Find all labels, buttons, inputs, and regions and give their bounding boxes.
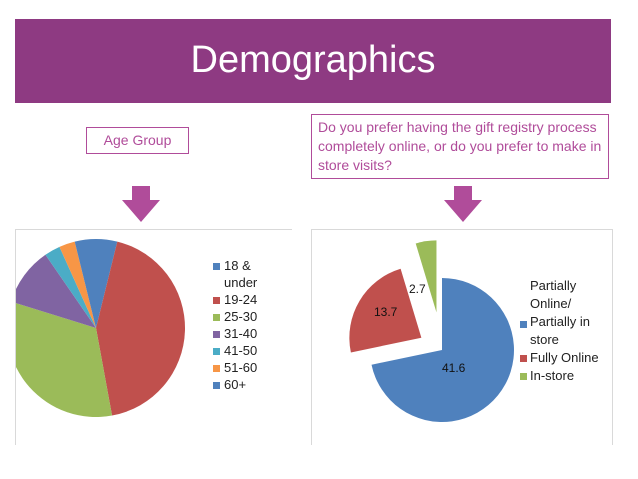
legend-label-partially-online-partially-in-store: store	[530, 332, 559, 347]
age-group-pie-chart: 18 & under 19-24 25-30 31-40 41-50 51-60 60+	[6, 239, 258, 417]
legend-label-19-24: 19-24	[224, 292, 257, 307]
page-title: Demographics	[190, 39, 436, 81]
pie-slice-19-24	[96, 241, 186, 416]
legend-label-partially-online-partially-in-store: Partially	[530, 278, 577, 293]
pie-slice-partially-online-partially-in-store	[371, 278, 514, 422]
pie-slice-in-store	[415, 240, 437, 313]
legend-label-25-30: 25-30	[224, 309, 257, 324]
legend-label-partially-online-partially-in-store: Partially in	[530, 314, 590, 329]
legend-label-51-60: 51-60	[224, 360, 257, 375]
age-group-chart-panel: 18 & under 19-24 25-30 31-40 41-50 51-60 60+	[6, 229, 292, 445]
legend-label-fully-online: Fully Online	[530, 350, 599, 365]
legend-label-in-store: In-store	[530, 368, 574, 383]
pie-slice-18-under	[96, 239, 118, 328]
legend-swatch-partially-online-partially-in-store	[520, 321, 527, 328]
legend-swatch-41-50	[213, 348, 220, 355]
pie-slice-31-40	[11, 254, 96, 328]
legend-label-31-40: 31-40	[224, 326, 257, 341]
legend-swatch-51-60	[213, 365, 220, 372]
survey-question-label: Do you prefer having the gift registry p…	[311, 114, 609, 179]
data-label-fully-online: 13.7	[374, 305, 398, 319]
legend-swatch-19-24	[213, 297, 220, 304]
legend-swatch-25-30	[213, 314, 220, 321]
pie-slice-51-60	[59, 241, 96, 328]
legend-label-partially-online-partially-in-store: Online/	[530, 296, 572, 311]
legend-swatch-31-40	[213, 331, 220, 338]
pie-slice-fully-online	[349, 268, 422, 353]
legend-label-18-under: 18 &	[224, 258, 251, 273]
legend-label-41-50: 41-50	[224, 343, 257, 358]
preference-chart-panel: 41.6 13.7 2.7 Partially Online/Partially in s…	[311, 229, 613, 445]
legend-label-18-under: under	[224, 275, 258, 290]
legend-swatch-in-store	[520, 373, 527, 380]
legend-swatch-60	[213, 382, 220, 389]
pie-slice-60	[74, 239, 96, 328]
down-arrow-icon	[122, 186, 160, 222]
pie-slice-41-50	[45, 246, 96, 328]
preference-pie-chart: 41.6 13.7 2.7 Partially Online/Partially in s…	[349, 240, 599, 422]
age-group-label: Age Group	[86, 127, 189, 154]
title-banner: Demographics	[15, 19, 611, 103]
down-arrow-icon	[444, 186, 482, 222]
data-label-partially-online-partially-in-store: 41.6	[442, 361, 466, 375]
legend-swatch-18-under	[213, 263, 220, 270]
data-label-in-store: 2.7	[409, 282, 426, 296]
legend-swatch-fully-online	[520, 355, 527, 362]
pie-slice-25-30	[6, 301, 113, 417]
legend-label-60: 60+	[224, 377, 246, 392]
